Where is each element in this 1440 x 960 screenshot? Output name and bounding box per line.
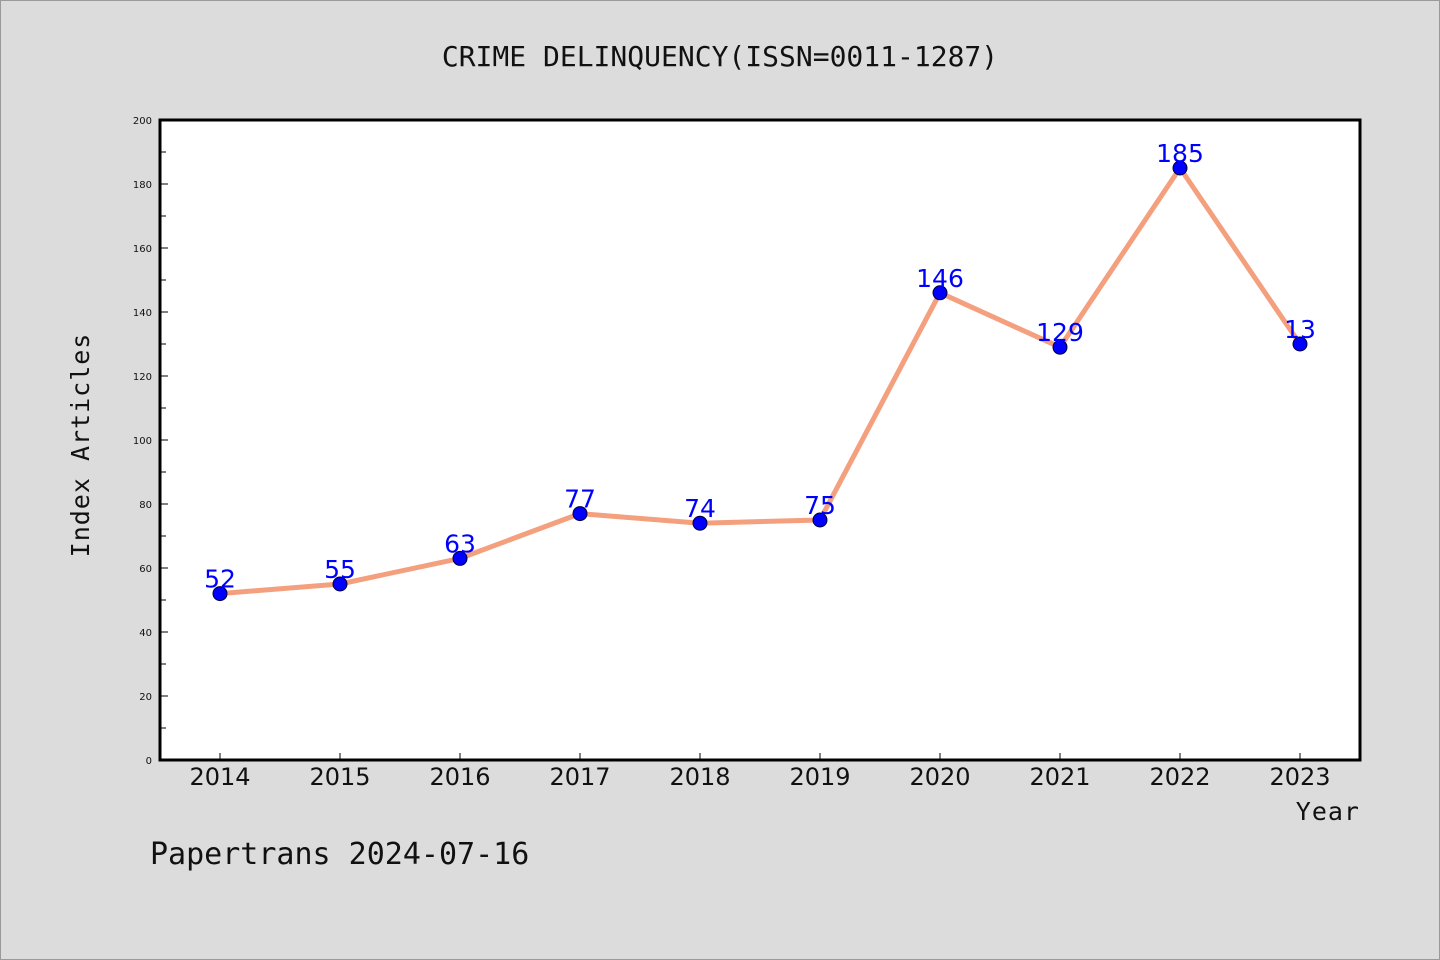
data-label: 77 [564, 485, 596, 514]
data-point [452, 550, 468, 566]
data-point [1172, 160, 1188, 176]
x-tick-label: 2023 [1269, 763, 1330, 791]
data-label: 129 [1036, 318, 1084, 347]
data-labels: 52 55 63 77 74 75 146 129 185 13 [204, 139, 1316, 594]
x-axis-label: Year [1296, 797, 1360, 826]
data-point [692, 515, 708, 531]
data-point [212, 586, 228, 602]
data-label: 185 [1156, 139, 1204, 168]
data-label: 63 [444, 529, 476, 558]
y-tick-label: 160 [133, 244, 152, 255]
data-point [932, 285, 948, 301]
footer-text: Papertrans 2024-07-16 [150, 837, 529, 872]
data-point [812, 512, 828, 528]
x-tick-label: 2014 [189, 763, 250, 791]
x-axis-ticks: 2014 2015 2016 2017 2018 2019 2020 2021 2022 2023 [189, 753, 1331, 791]
y-axis-label: Index Articles [66, 333, 95, 558]
x-tick-label: 2022 [1149, 763, 1210, 791]
data-point [1052, 339, 1068, 355]
plot-area [160, 120, 1360, 760]
y-tick-label: 20 [139, 692, 152, 703]
x-tick-label: 2018 [669, 763, 730, 791]
series-line [217, 165, 1303, 597]
x-tick-label: 2020 [909, 763, 970, 791]
x-tick-label: 2019 [789, 763, 850, 791]
data-label: 13 [1284, 315, 1316, 344]
plot-border [158, 118, 1362, 762]
y-tick-label: 60 [139, 564, 152, 575]
y-tick-label: 100 [133, 436, 152, 447]
x-tick-label: 2015 [309, 763, 370, 791]
data-markers [212, 160, 1308, 602]
y-tick-label: 40 [139, 628, 152, 639]
data-point [572, 506, 588, 522]
x-tick-label: 2021 [1029, 763, 1090, 791]
data-label: 75 [804, 491, 836, 520]
data-point [1292, 336, 1308, 352]
y-tick-label: 0 [146, 756, 152, 767]
y-tick-label: 200 [133, 116, 152, 127]
data-label: 74 [684, 494, 716, 523]
data-label: 55 [324, 555, 356, 584]
x-tick-label: 2017 [549, 763, 610, 791]
y-tick-label: 120 [133, 372, 152, 383]
data-label: 52 [204, 565, 236, 594]
data-point [332, 576, 348, 592]
data-label: 146 [916, 264, 964, 293]
y-tick-label: 80 [139, 500, 152, 511]
y-tick-label: 140 [133, 308, 152, 319]
x-tick-label: 2016 [429, 763, 490, 791]
chart-title: CRIME DELINQUENCY(ISSN=0011-1287) [442, 40, 998, 73]
y-tick-label: 180 [133, 180, 152, 191]
